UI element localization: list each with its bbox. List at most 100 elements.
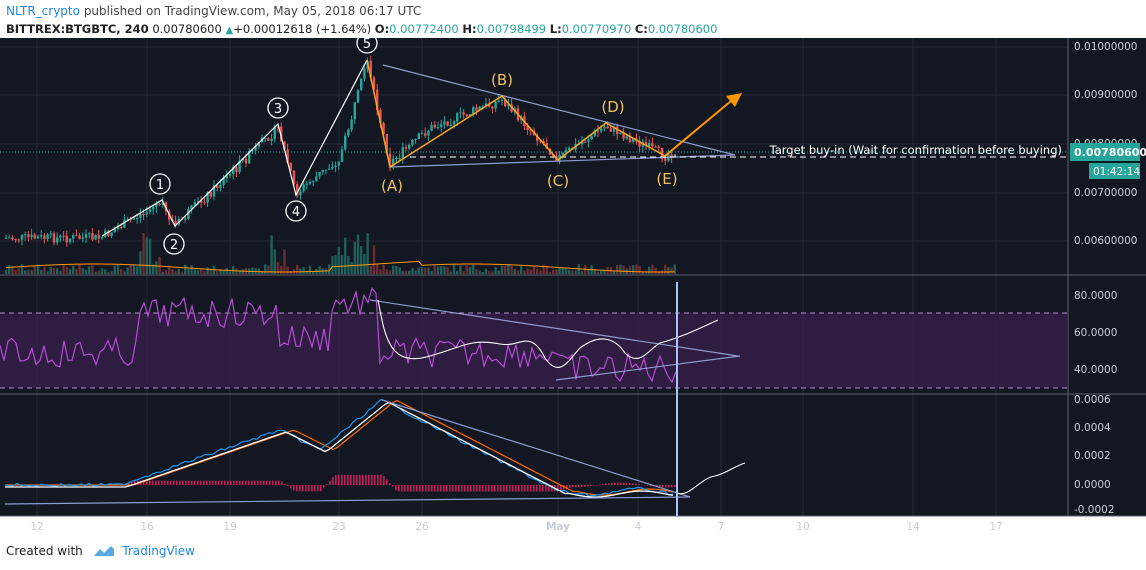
macd-histogram-bar [539,485,541,492]
macd-histogram-bar [551,485,553,492]
rsi-axis[interactable]: 80.0000 60.0000 40.0000 [1074,290,1117,376]
macd-histogram-bar [236,480,238,485]
volume-bar [168,267,171,274]
volume-bar [545,265,548,274]
macd-histogram-bar [545,485,547,492]
candle-body [350,119,353,130]
volume-bar [305,271,308,274]
breakout-arrow[interactable] [664,95,738,157]
abcde-wave-lines[interactable] [366,59,666,169]
candle-body [24,234,27,236]
volume-bar [350,261,353,274]
volume-bar [104,269,107,274]
candle-body [270,139,273,141]
volume-bar [65,266,68,274]
candle-body [196,201,200,203]
volume-bar [388,270,392,274]
macd-histogram-bar [371,474,373,485]
volume-bar [56,268,59,274]
macd-histogram-bar [197,480,199,485]
volume-bar [555,269,558,274]
volume-bar [152,264,155,274]
volume-bar [62,264,65,274]
price-change: +0.00012618 (+1.64%) [233,22,372,36]
triangle-trendlines[interactable] [382,64,736,168]
volume-bar [488,270,491,274]
candle-body [360,78,363,90]
volume-bar [209,269,212,274]
candle-body [430,124,433,131]
macd-histogram-bar [449,485,451,492]
macd-histogram-bar [473,485,475,492]
candle-body [363,68,366,79]
volume-bar [580,271,584,274]
macd-histogram-bar [191,480,193,485]
candle-body [385,134,388,154]
macd-histogram-bar [455,485,457,492]
volume-bar [328,264,331,274]
candle-body [638,141,641,147]
candle-body [132,218,136,220]
rsi-tick: 60.0000 [1074,327,1117,339]
macd-histogram-bar [431,485,433,492]
author-link[interactable]: NLTR_crypto [6,4,80,18]
volume-bar [337,246,340,274]
volume-bar [651,264,654,274]
impulse-wave-lines[interactable] [101,59,368,237]
candle-body [612,126,616,132]
price-tick: 0.00700000 [1074,187,1137,199]
candle-body [88,233,91,235]
candle-body [62,235,65,237]
date-axis[interactable]: 12 16 19 23 26 May 4 7 10 14 17 [30,521,1002,533]
date-tick: 19 [223,521,236,533]
wave-number-3: 3 [274,102,282,117]
volume-bar [14,270,17,274]
volume-bar [273,249,276,274]
candle-body [411,139,414,145]
macd-triangle[interactable] [4,399,691,505]
volume-bar [139,251,142,274]
candle-body [100,236,104,239]
macd-histogram-bar [557,485,559,492]
macd-histogram-bar [227,480,229,485]
volume-bar [366,233,369,274]
chart-background [0,38,1146,516]
candle-body [356,89,360,103]
volume-bar [552,269,555,274]
macd-histogram-bar [332,477,334,485]
breakout-arrow-head-icon [726,93,742,107]
chart-canvas[interactable]: 1 2 3 4 5 (A) (B) (C) (D) (E) Target buy… [0,38,1146,538]
candle-body [84,234,88,238]
candle-body [187,209,190,219]
macd-histogram-bar [416,485,418,492]
volume-bar [510,265,513,274]
candle-body [484,103,488,107]
macd-histogram-bar [263,480,265,485]
candle-body [587,139,590,142]
macd-histogram-bar [500,485,502,492]
volume-bar [81,268,84,274]
volume-bar [59,270,62,274]
volume-bar [456,270,459,274]
macd-histogram-bar [167,480,169,485]
tradingview-brand-link[interactable]: TradingView [122,544,195,558]
volume-bar [481,271,484,274]
macd-histogram-bar [428,485,430,492]
macd-histogram-bar [308,485,310,492]
macd-histogram-bar [518,485,520,492]
candle-body [603,126,606,129]
macd-histogram-bar [182,480,184,485]
wave-number-4: 4 [292,205,300,220]
macd-axis[interactable]: 0.0006 0.0004 0.0002 0.0000 -0.0002 [1074,394,1115,516]
macd-histogram-bar [638,484,640,485]
macd-histogram-bar [368,474,370,485]
macd-histogram-bar [287,485,289,486]
volume-bar [174,271,177,274]
volume-bar [395,265,398,274]
macd-histogram-bar [188,480,190,485]
volume-bar [436,266,440,274]
macd-histogram-bar [251,480,253,485]
volume-bar [142,232,145,274]
candle-body [664,158,667,161]
candle-body [225,175,228,179]
